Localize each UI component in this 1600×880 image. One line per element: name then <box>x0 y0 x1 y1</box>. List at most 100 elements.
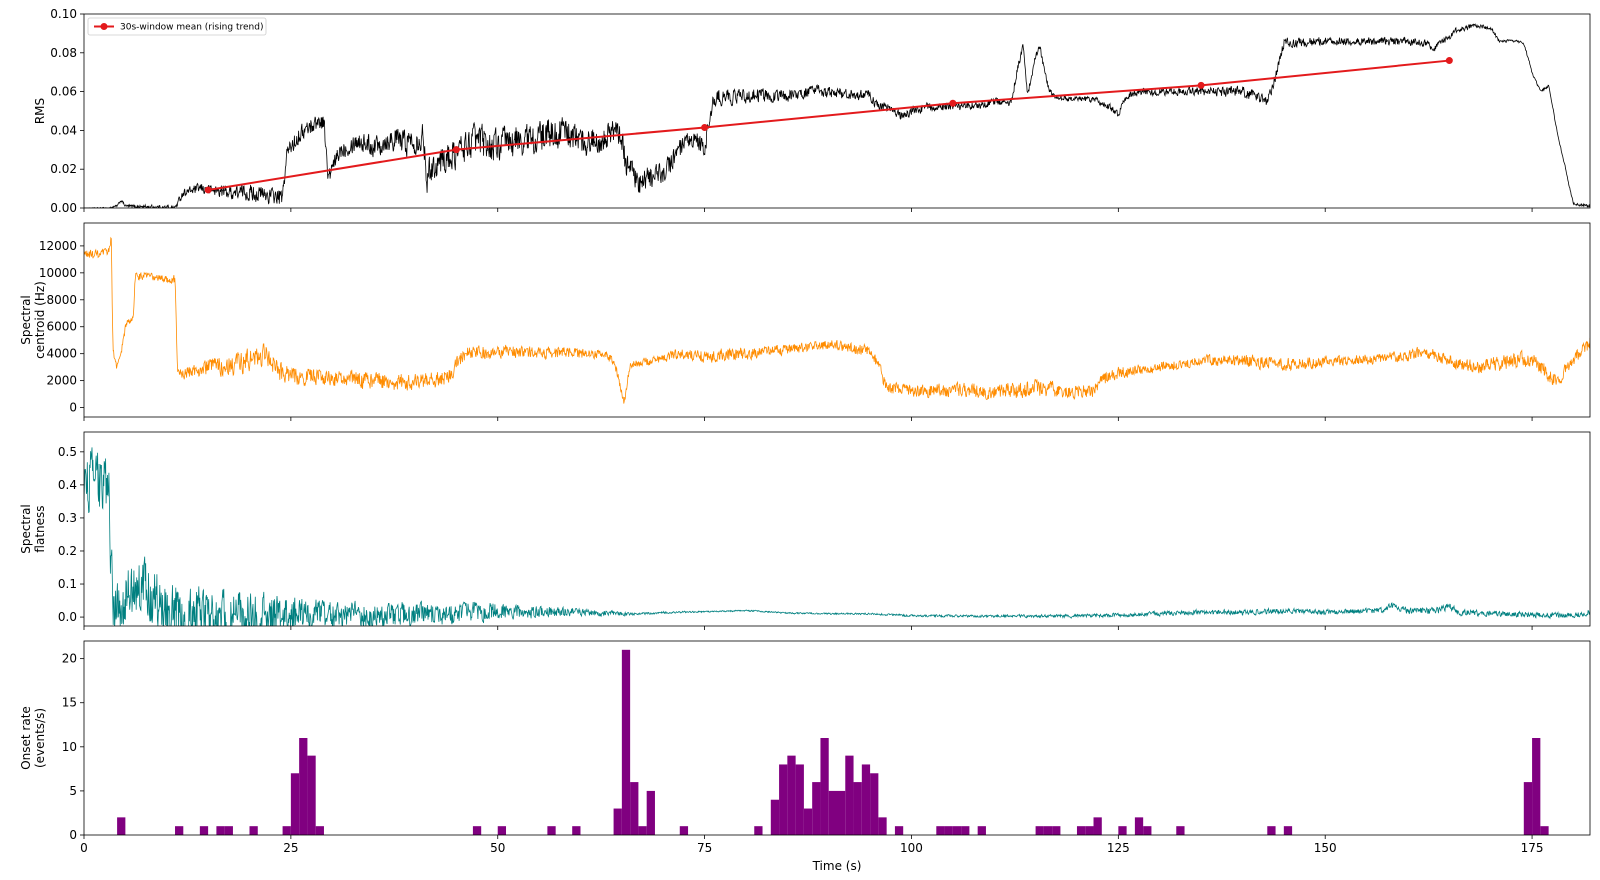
y-axis-label: centroid (Hz) <box>33 281 47 359</box>
signal-line <box>84 23 1590 208</box>
onset-bar <box>638 826 647 835</box>
y-tick-label: 0.2 <box>58 544 77 558</box>
onset-bar <box>779 764 788 835</box>
onset-bar <box>290 773 300 835</box>
y-tick-label: 0.5 <box>58 445 77 459</box>
y-tick-label: 0 <box>69 828 77 842</box>
onset-bar <box>646 790 655 835</box>
x-tick-label: 125 <box>1107 841 1130 855</box>
legend: 30s-window mean (rising trend) <box>87 17 267 36</box>
y-tick-label: 15 <box>62 696 77 710</box>
x-tick-label: 100 <box>900 841 923 855</box>
y-axis-label: RMS <box>33 98 47 124</box>
y-tick-label: 4000 <box>46 347 77 361</box>
onset-bar <box>1283 826 1293 835</box>
onset-bar <box>630 782 639 835</box>
onset-bar <box>820 738 829 835</box>
y-tick-label: 0.00 <box>50 201 77 215</box>
trend-point <box>701 123 709 131</box>
trend-point <box>204 186 212 194</box>
y-tick-label: 0.04 <box>50 123 77 137</box>
y-tick-label: 8000 <box>46 293 77 307</box>
y-tick-label: 6000 <box>46 320 77 334</box>
onset-bar <box>613 808 622 835</box>
y-axis-label: Spectral <box>19 295 33 345</box>
onset-bar <box>572 826 581 835</box>
y-axis-label: (events/s) <box>33 708 47 768</box>
legend-entry: 30s-window mean (rising trend) <box>120 23 263 33</box>
onset-bar <box>117 817 126 835</box>
panel-flatness: 0.0 0.1 0.2 0.3 0.4 0.5 Spectral flatness <box>19 431 1591 630</box>
onset-bar <box>216 826 225 835</box>
onset-bar <box>1176 826 1185 835</box>
onset-bar <box>770 799 780 835</box>
onset-bar <box>1043 826 1053 835</box>
onset-bar <box>1052 826 1061 835</box>
onset-bar <box>497 826 507 835</box>
plot-area <box>84 23 1590 208</box>
trend-point <box>1445 57 1453 65</box>
onset-bar <box>1532 738 1541 835</box>
y-axis-label: flatness <box>33 505 47 552</box>
signal-line <box>84 447 1590 626</box>
onset-bar <box>795 764 804 835</box>
onset-bar <box>828 790 837 835</box>
onset-bar <box>1118 826 1127 835</box>
onset-bar <box>621 649 631 835</box>
onset-bar <box>961 826 970 835</box>
axes-frame <box>83 13 1591 209</box>
onset-bar <box>870 773 879 835</box>
y-tick-label: 0.0 <box>58 610 77 624</box>
onset-bar <box>812 782 821 835</box>
onset-bar <box>282 826 291 835</box>
onset-bar <box>952 826 962 835</box>
y-tick-label: 0.1 <box>58 577 77 591</box>
onset-bar <box>845 755 854 835</box>
plot-area <box>84 236 1590 404</box>
y-tick-label: 0.3 <box>58 511 77 525</box>
onset-bar <box>944 826 953 835</box>
y-tick-label: 0 <box>69 401 77 415</box>
onset-bar <box>1076 826 1086 835</box>
onset-bar <box>861 764 871 835</box>
y-tick-label: 20 <box>62 652 77 666</box>
onset-bar <box>787 755 796 835</box>
onset-bar <box>894 826 904 835</box>
onset-bar <box>175 826 184 835</box>
axes-frame <box>83 640 1591 836</box>
x-tick-label: 0 <box>80 841 88 855</box>
onset-bar <box>1267 826 1276 835</box>
onset-bar <box>299 738 308 835</box>
panel-centroid: 0 2000 4000 6000 8000 10000 12000 Spectral centr… <box>19 222 1591 421</box>
y-tick-label: 0.02 <box>50 162 77 176</box>
panel-onset: 0 5 10 15 20 0 25 50 75 100 125 150 175 Onset rate (ev… <box>19 640 1591 873</box>
onset-bar <box>1523 782 1533 835</box>
trend-point <box>452 146 460 154</box>
y-tick-label: 10000 <box>39 266 77 280</box>
x-axis-label: Time (s) <box>812 859 862 873</box>
onset-bar <box>249 826 258 835</box>
onset-bar <box>977 826 986 835</box>
x-tick-label: 50 <box>490 841 505 855</box>
y-tick-label: 0.08 <box>50 46 77 60</box>
onset-bar <box>1035 826 1044 835</box>
onset-bar <box>547 826 556 835</box>
plot-area <box>84 447 1590 626</box>
signal-line <box>84 236 1590 404</box>
axes-frame <box>83 222 1591 418</box>
onset-bar <box>224 826 233 835</box>
x-tick-label: 25 <box>283 841 298 855</box>
x-tick-label: 75 <box>697 841 712 855</box>
trend-point <box>1197 81 1205 89</box>
y-tick-label: 10 <box>62 740 77 754</box>
onset-bar <box>878 817 887 835</box>
y-tick-label: 12000 <box>39 239 77 253</box>
onset-bar <box>1540 826 1549 835</box>
plot-area <box>117 649 1549 835</box>
x-tick-label: 150 <box>1314 841 1337 855</box>
onset-bar <box>853 782 862 835</box>
trend-point <box>949 99 957 107</box>
y-tick-label: 5 <box>69 784 77 798</box>
y-tick-label: 0.10 <box>50 7 77 21</box>
